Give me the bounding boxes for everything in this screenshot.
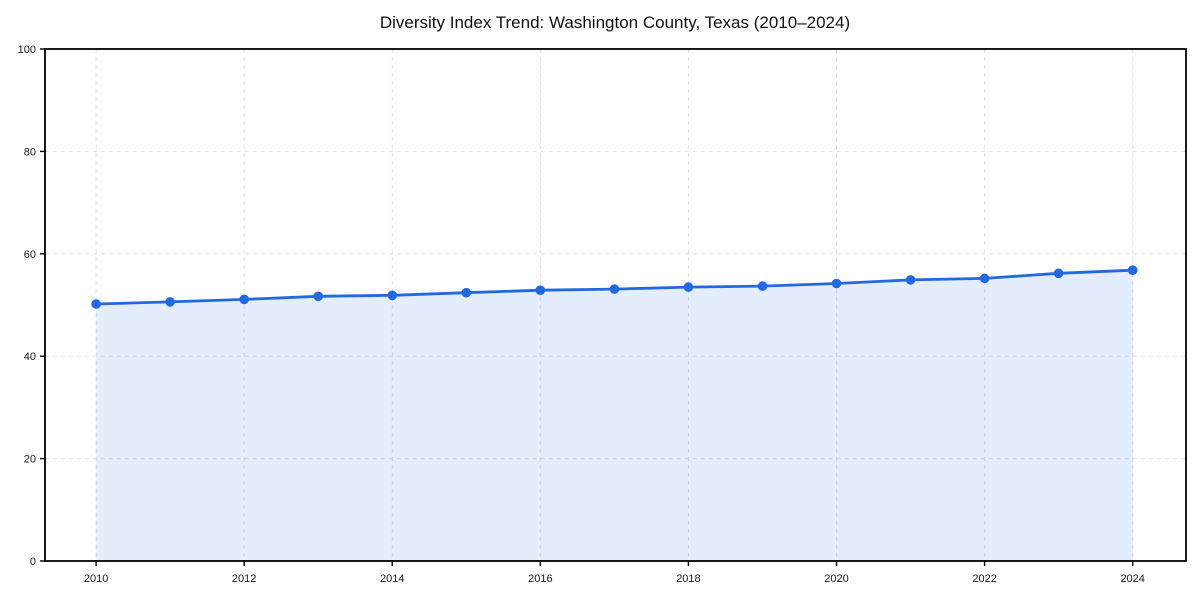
y-tick-label-100: 100 xyxy=(18,44,36,56)
x-tick-label-2014: 2014 xyxy=(380,573,404,585)
data-point-2019 xyxy=(757,281,768,291)
data-point-2021 xyxy=(905,275,916,285)
data-point-2016 xyxy=(535,285,546,296)
area-fill-layer xyxy=(96,270,1133,561)
x-tick-label-2016: 2016 xyxy=(528,573,552,585)
data-point-2012 xyxy=(239,294,249,305)
x-tick-label-2010: 2010 xyxy=(84,573,108,585)
chart-title: Diversity Index Trend: Washington County… xyxy=(380,13,850,32)
data-point-2010 xyxy=(91,299,101,309)
y-tick-label-20: 20 xyxy=(24,454,36,466)
axes-layer: 0 20 40 60 80 100 2010 2012 2014 2016 2018 2020 2022… xyxy=(18,44,1187,585)
data-point-2020 xyxy=(831,278,842,289)
x-tick-label-2020: 2020 xyxy=(824,573,848,585)
data-point-2011 xyxy=(165,297,175,307)
data-point-2023 xyxy=(1053,268,1064,279)
plot-border xyxy=(44,48,1187,562)
data-point-2014 xyxy=(387,290,398,301)
data-point-2013 xyxy=(313,291,324,302)
y-tick-label-40: 40 xyxy=(24,351,36,363)
area-fill xyxy=(96,270,1133,561)
y-tick-label-0: 0 xyxy=(30,556,36,568)
x-tick-label-2012: 2012 xyxy=(232,573,256,585)
data-point-2022 xyxy=(979,273,990,284)
data-point-2024 xyxy=(1127,265,1138,276)
x-tick-label-2024: 2024 xyxy=(1120,573,1144,585)
x-tick-label-2018: 2018 xyxy=(676,573,700,585)
x-tick-label-2022: 2022 xyxy=(972,573,996,585)
data-point-2015 xyxy=(461,287,472,298)
y-tick-label-80: 80 xyxy=(24,146,36,158)
y-tick-label-60: 60 xyxy=(24,249,36,261)
data-point-2018 xyxy=(683,282,694,292)
data-points-layer xyxy=(91,265,1138,309)
data-point-2017 xyxy=(609,284,620,294)
